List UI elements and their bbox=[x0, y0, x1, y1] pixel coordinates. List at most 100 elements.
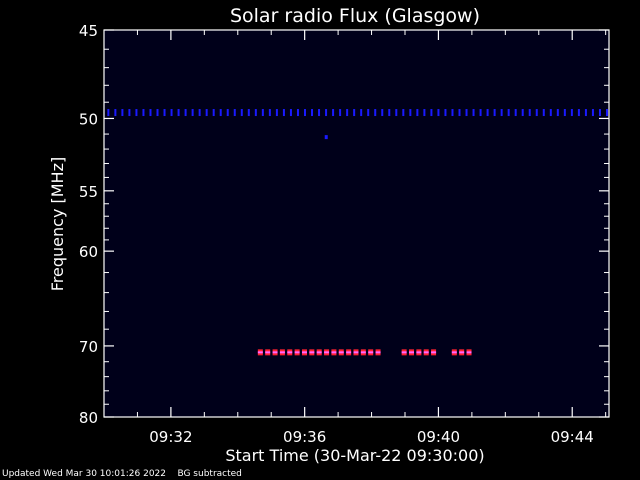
interference-core bbox=[301, 351, 307, 354]
emission-dash bbox=[325, 109, 328, 117]
emission-dash bbox=[303, 109, 306, 117]
interference-core bbox=[279, 351, 285, 354]
emission-dash bbox=[149, 109, 152, 117]
plot-area bbox=[104, 30, 609, 417]
emission-dash bbox=[542, 109, 545, 117]
spectrogram-features bbox=[107, 109, 608, 356]
chart-title: Solar radio Flux (Glasgow) bbox=[230, 5, 480, 27]
emission-dash bbox=[191, 109, 194, 117]
y-tick-label: 60 bbox=[79, 243, 98, 261]
emission-dash bbox=[275, 109, 278, 117]
emission-dash bbox=[556, 109, 559, 117]
emission-dash bbox=[591, 109, 594, 117]
interference-core bbox=[287, 351, 293, 354]
emission-dash bbox=[121, 109, 124, 117]
emission-dash bbox=[416, 109, 419, 117]
emission-dash bbox=[339, 109, 342, 117]
interference-core bbox=[431, 351, 437, 354]
emission-dash bbox=[135, 109, 138, 117]
interference-core bbox=[309, 351, 315, 354]
emission-dash bbox=[177, 109, 180, 117]
interference-core bbox=[331, 351, 337, 354]
emission-dash bbox=[402, 109, 405, 117]
y-axis-label: Frequency [MHz] bbox=[48, 157, 67, 291]
plot-frame bbox=[103, 29, 610, 418]
y-tick-label: 45 bbox=[79, 22, 98, 40]
interference-core bbox=[459, 351, 465, 354]
emission-dash bbox=[296, 109, 299, 117]
interference-core bbox=[466, 351, 472, 354]
emission-dash bbox=[212, 109, 215, 117]
emission-dash bbox=[430, 109, 433, 117]
emission-dash bbox=[374, 109, 377, 117]
emission-dash bbox=[163, 109, 166, 117]
emission-dash bbox=[514, 109, 517, 117]
interference-core bbox=[324, 351, 330, 354]
interference-core bbox=[416, 351, 422, 354]
emission-dash bbox=[381, 109, 384, 117]
interference-core bbox=[257, 351, 263, 354]
interference-core bbox=[401, 351, 407, 354]
y-tick-label: 70 bbox=[79, 338, 98, 356]
emission-dash bbox=[247, 109, 250, 117]
updated-timestamp: Updated Wed Mar 30 10:01:26 2022 bbox=[2, 469, 166, 479]
emission-dash bbox=[219, 109, 222, 117]
emission-dash bbox=[170, 109, 173, 117]
emission-dash bbox=[282, 109, 285, 117]
x-tick-label: 09:44 bbox=[551, 428, 594, 446]
emission-dash bbox=[570, 109, 573, 117]
y-tick-label: 55 bbox=[79, 183, 98, 201]
emission-dash bbox=[261, 109, 264, 117]
interference-core bbox=[346, 351, 352, 354]
interference-core bbox=[316, 351, 322, 354]
interference-core bbox=[409, 351, 415, 354]
emission-dash bbox=[388, 109, 391, 117]
emission-dash bbox=[451, 109, 454, 117]
y-tick-label: 50 bbox=[79, 110, 98, 128]
emission-dash bbox=[114, 109, 117, 117]
emission-dash bbox=[311, 109, 314, 117]
x-axis-label: Start Time (30-Mar-22 09:30:00) bbox=[225, 446, 484, 465]
emission-dash bbox=[493, 109, 496, 117]
emission-dash bbox=[577, 109, 580, 117]
y-tick-label: 80 bbox=[79, 409, 98, 427]
x-tick-label: 09:40 bbox=[417, 428, 460, 446]
bg-subtracted-note: BG subtracted bbox=[177, 469, 242, 479]
emission-dash bbox=[605, 109, 608, 117]
x-tick-label: 09:36 bbox=[283, 428, 326, 446]
interference-core bbox=[294, 351, 300, 354]
emission-dash bbox=[472, 109, 475, 117]
interference-core bbox=[272, 351, 278, 354]
emission-dash bbox=[458, 109, 461, 117]
emission-dash bbox=[318, 109, 321, 117]
emission-dash bbox=[142, 109, 145, 117]
emission-dash bbox=[500, 109, 503, 117]
emission-dash bbox=[423, 109, 426, 117]
emission-dash bbox=[521, 109, 524, 117]
emission-dash bbox=[409, 109, 412, 117]
emission-dash bbox=[465, 109, 468, 117]
emission-dash bbox=[437, 109, 440, 117]
emission-dash bbox=[268, 109, 271, 117]
emission-dash bbox=[395, 109, 398, 117]
emission-dash bbox=[486, 109, 489, 117]
emission-dash bbox=[528, 109, 531, 117]
emission-dash bbox=[584, 109, 587, 117]
emission-dash bbox=[346, 109, 349, 117]
emission-dash bbox=[233, 109, 236, 117]
emission-dash bbox=[360, 109, 363, 117]
emission-dash bbox=[205, 109, 208, 117]
emission-dash bbox=[198, 109, 201, 117]
x-axis: 09:32 09:36 09:40 09:44 bbox=[136, 30, 607, 446]
interference-core bbox=[375, 351, 381, 354]
interference-core bbox=[265, 351, 271, 354]
emission-dash bbox=[128, 109, 131, 117]
emission-dash bbox=[254, 109, 257, 117]
emission-dash bbox=[332, 109, 335, 117]
emission-dash bbox=[226, 109, 229, 117]
interference-core bbox=[451, 351, 457, 354]
y-axis: 45 50 55 60 70 80 bbox=[79, 22, 609, 427]
emission-dash bbox=[444, 109, 447, 117]
interference-core bbox=[368, 351, 374, 354]
